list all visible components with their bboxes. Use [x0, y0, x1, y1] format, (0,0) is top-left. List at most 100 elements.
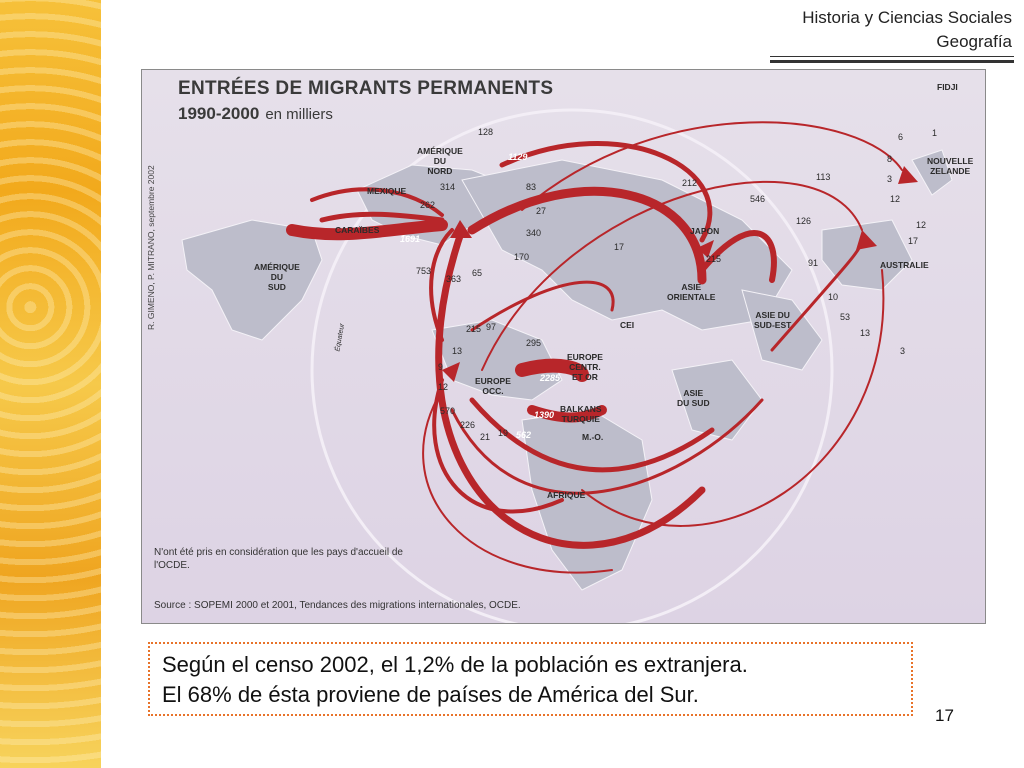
land-europe	[431, 319, 563, 401]
flow-value: 27	[536, 206, 547, 216]
flow-value: 340	[526, 228, 542, 238]
region-fidji: FIDJI	[937, 82, 958, 92]
arrowhead	[898, 166, 918, 184]
flow-value: 13	[452, 346, 463, 356]
page-number: 17	[935, 706, 954, 725]
map-note: N'ont été pris en considération que les …	[154, 547, 403, 571]
land-south-america	[181, 219, 323, 341]
flow-value: 19	[498, 428, 509, 438]
flow-arrow	[527, 405, 607, 423]
header-rule-thin	[770, 56, 1014, 57]
flow-value: 1691	[400, 234, 421, 244]
flow-value: 1129	[508, 152, 528, 162]
flow-arrow	[481, 180, 863, 371]
flow-arrow	[699, 230, 777, 283]
flow-arrow	[286, 219, 448, 241]
flow-value: 128	[478, 127, 494, 137]
flow-arrow	[432, 378, 564, 514]
flow-value: 2285	[540, 373, 561, 383]
flow-value: 215	[466, 324, 482, 334]
region-mo: M.-O.	[582, 432, 604, 442]
land-australia	[821, 219, 913, 291]
header-rule-thick	[770, 60, 1014, 63]
caption-box: Según el censo 2002, el 1,2% de la pobla…	[148, 642, 913, 716]
flow-value: 314	[440, 182, 456, 192]
flow-value: 6	[898, 132, 904, 142]
flow-value: 83	[526, 182, 537, 192]
flow-value: 17	[908, 236, 919, 246]
flow-value: 113	[816, 172, 831, 182]
flow-arrow	[469, 397, 715, 473]
header-subject: Historia y Ciencias Sociales	[802, 8, 1012, 27]
flow-value: 12	[890, 194, 901, 204]
caption-line-1: Según el censo 2002, el 1,2% de la pobla…	[162, 652, 748, 677]
land-south-asia	[671, 359, 763, 441]
flow-value: 65	[472, 268, 483, 278]
flow-arrow	[467, 186, 707, 285]
map-subtitle: 1990-2000 en milliers	[178, 104, 333, 124]
region-afrique: AFRIQUE	[547, 490, 586, 500]
flow-arrow	[310, 187, 444, 217]
region-amerique-nord: AMÉRIQUE DU NORD	[417, 146, 463, 176]
flow-value: 17	[614, 242, 625, 252]
region-asie-sud: ASIE DU SUD	[677, 388, 710, 408]
region-mexique: MEXIQUE	[367, 186, 407, 196]
flow-value: 295	[526, 338, 542, 348]
caption-line-2: El 68% de ésta proviene de países de Amé…	[162, 682, 699, 707]
flow-arrow	[450, 398, 764, 495]
flow-value: 170	[514, 252, 530, 262]
flow-value: 126	[796, 216, 812, 226]
map-period: 1990-2000	[178, 104, 260, 123]
flow-value: 12	[916, 220, 927, 230]
flow-value: 3	[887, 174, 893, 184]
region-amerique-sud: AMÉRIQUE DU SUD	[254, 262, 300, 292]
region-nouvelle-zelande: NOUVELLE ZELANDE	[927, 156, 974, 176]
flow-arrow	[515, 358, 589, 382]
flow-value: 3	[900, 346, 906, 356]
land-new-zealand	[911, 149, 953, 196]
flow-value: 1	[932, 128, 938, 138]
flow-value: 13	[860, 328, 871, 338]
map-title: ENTRÉES DE MIGRANTS PERMANENTS	[178, 78, 554, 99]
flow-value: 570	[440, 406, 456, 416]
land-eurasia	[461, 159, 793, 331]
decorative-side-strip	[0, 0, 101, 768]
map-source: Source : SOPEMI 2000 et 2001, Tendances …	[154, 600, 521, 611]
map-credit: R. GIMENO, P. MITRANO, septembre 2002	[146, 165, 156, 330]
flow-value: 21	[480, 432, 491, 442]
flow-value: 12	[438, 382, 449, 392]
arrowhead	[697, 240, 714, 258]
map-graphic	[181, 108, 953, 623]
flow-value: 546	[750, 194, 766, 204]
flow-arrow	[429, 228, 454, 342]
arrowhead	[450, 220, 472, 238]
arrowheads	[442, 166, 918, 382]
flow-arrows	[286, 121, 903, 574]
region-asie-orientale: ASIE ORIENTALE	[667, 282, 716, 302]
flow-value: 1390	[534, 410, 555, 420]
region-europe-occ: EUROPE OCC.	[475, 376, 511, 396]
flow-value: 53	[840, 312, 851, 322]
region-asie-sud-est: ASIE DU SUD-EST	[754, 310, 792, 330]
arrowhead	[856, 230, 877, 250]
flow-value: 9	[438, 362, 444, 372]
flow-arrow	[581, 269, 885, 527]
land-southeast-asia	[741, 289, 823, 371]
slide-header: Historia y Ciencias Sociales Geografía	[802, 6, 1012, 54]
flow-value: 262	[420, 200, 436, 210]
flow-value: 226	[460, 420, 476, 430]
globe-outline	[310, 108, 834, 623]
region-cei: CEI	[620, 320, 635, 330]
flow-arrow	[422, 389, 613, 574]
flow-value: 753	[416, 266, 432, 276]
region-europe-centre: EUROPE CENTR. ET OR	[567, 352, 603, 382]
header-topic: Geografía	[936, 32, 1012, 51]
migration-map: ENTRÉES DE MIGRANTS PERMANENTS 1990-2000…	[141, 69, 986, 624]
flow-value: 8	[887, 154, 893, 164]
flow-arrow	[470, 280, 615, 332]
region-australie: AUSTRALIE	[880, 260, 929, 270]
flow-arrow	[521, 121, 903, 211]
flow-value: 562	[516, 430, 532, 440]
flow-value: 215	[706, 254, 722, 264]
flow-arrow	[499, 141, 713, 243]
